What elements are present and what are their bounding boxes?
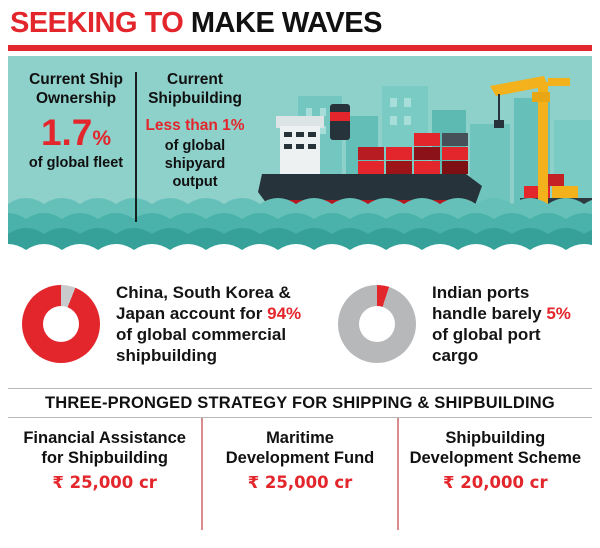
- strategy-col-development-scheme: Shipbuilding Development Scheme ₹ 20,000…: [396, 418, 592, 530]
- strategy-top-rule: [8, 388, 592, 389]
- strategy-title-rule: [8, 417, 592, 418]
- donut-caption-port-cargo: Indian ports handle barely 5% of global …: [432, 283, 571, 365]
- strategy-columns: Financial Assistance for Shipbuilding ₹ …: [8, 418, 592, 530]
- highlight-94pct: 94%: [267, 304, 302, 323]
- donut-group-shipbuilding: China, South Korea & Japan account for 9…: [22, 282, 338, 366]
- shipbuilding-value: Less than 1%: [145, 117, 245, 134]
- strategy-section: THREE-PRONGED STRATEGY FOR SHIPPING & SH…: [8, 388, 592, 530]
- shipbuilding-sub: of global shipyard output: [164, 138, 226, 190]
- stats-divider: [135, 72, 137, 222]
- shipbuilding-label: Current Shipbuilding: [148, 71, 242, 107]
- strategy-value: ₹ 25,000 cr: [52, 473, 157, 492]
- stats-panel: Current Ship Ownership 1.7% of global fl…: [8, 56, 592, 262]
- title-underline: [8, 45, 592, 51]
- ownership-label: Current Ship Ownership: [29, 71, 123, 107]
- stat-shipbuilding: Current Shipbuilding Less than 1% of glo…: [144, 70, 246, 191]
- strategy-label: Financial Assistance for Shipbuilding: [23, 429, 186, 467]
- strategy-value: ₹ 20,000 cr: [443, 473, 548, 492]
- strategy-col-maritime-fund: Maritime Development Fund ₹ 25,000 cr: [201, 418, 396, 530]
- strategy-title: THREE-PRONGED STRATEGY FOR SHIPPING & SH…: [45, 394, 555, 412]
- cargo-ship: [258, 104, 482, 208]
- ownership-sub: of global fleet: [28, 155, 124, 171]
- page-title: SEEKING TO MAKE WAVES: [0, 0, 600, 42]
- donut-caption-shipbuilding: China, South Korea & Japan account for 9…: [116, 283, 302, 365]
- donut-chart-shipbuilding: [22, 285, 100, 363]
- donut-chart-port-cargo: [338, 285, 416, 363]
- highlight-5pct: 5%: [546, 304, 571, 323]
- stat-ship-ownership: Current Ship Ownership 1.7% of global fl…: [22, 70, 130, 172]
- page-title-rest: MAKE WAVES: [183, 7, 383, 39]
- strategy-label: Maritime Development Fund: [225, 429, 375, 467]
- ownership-value: 1.7%: [40, 112, 112, 153]
- harbor-illustration: [8, 56, 592, 262]
- strategy-value: ₹ 25,000 cr: [247, 473, 353, 492]
- strategy-label: Shipbuilding Development Scheme: [409, 429, 582, 467]
- donut-charts-row: China, South Korea & Japan account for 9…: [0, 262, 600, 366]
- strategy-col-financial-assistance: Financial Assistance for Shipbuilding ₹ …: [8, 418, 201, 530]
- donut-group-port-cargo: Indian ports handle barely 5% of global …: [338, 282, 584, 366]
- page-title-accent: SEEKING TO: [10, 7, 184, 39]
